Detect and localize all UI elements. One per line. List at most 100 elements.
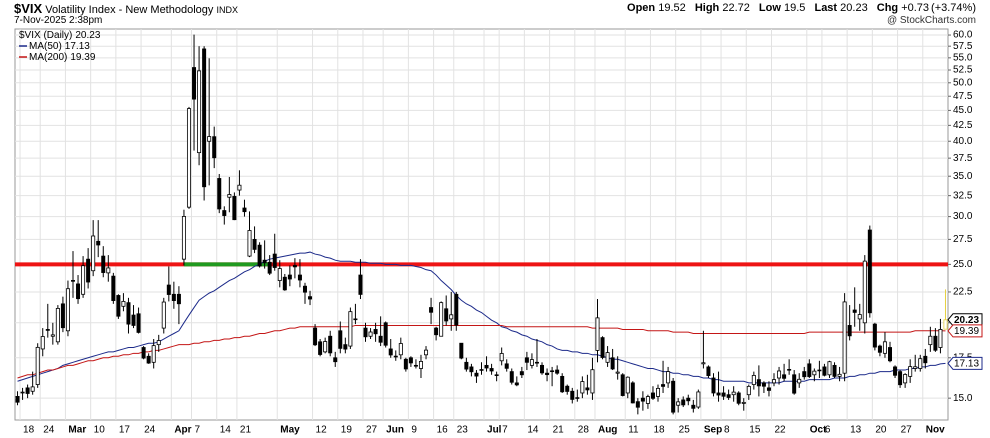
candle-body	[313, 327, 318, 346]
quote-label: Low	[758, 2, 781, 14]
quote-label: High	[694, 2, 720, 14]
candle-body	[424, 349, 429, 356]
candle-body	[615, 371, 620, 374]
candle-body	[630, 382, 635, 404]
candle-body	[469, 366, 474, 373]
quote-value: +0.73	[901, 2, 930, 14]
x-tick-label: 22	[774, 425, 786, 436]
candle-body	[171, 293, 176, 301]
candle-body	[893, 366, 898, 376]
candle-body	[161, 301, 166, 329]
candle-body	[943, 319, 948, 330]
candle-body	[756, 379, 761, 387]
candle-body	[575, 397, 580, 399]
candle-body	[318, 341, 323, 355]
candle-body	[555, 369, 560, 374]
candle-body	[918, 358, 923, 369]
candle-body	[156, 340, 161, 346]
x-tick-label: May	[280, 425, 300, 436]
candle-body	[761, 382, 766, 387]
candle-body	[534, 361, 539, 364]
x-tick-label: 8	[724, 425, 730, 436]
value-tag-label: 20.23	[954, 315, 979, 326]
candle-body	[378, 335, 383, 343]
candle-body	[464, 361, 469, 370]
candle-body	[877, 345, 882, 353]
x-tick-label: 6	[825, 425, 831, 436]
candle-body	[403, 358, 408, 370]
candle-body	[792, 374, 797, 394]
candle-body	[287, 274, 292, 280]
candle-body	[842, 301, 847, 374]
candle-body	[494, 374, 499, 376]
candle-body	[429, 307, 434, 313]
x-tick-label: 13	[850, 425, 862, 436]
candle-body	[888, 347, 893, 362]
candle-body	[650, 392, 655, 399]
candle-body	[933, 335, 938, 351]
quote-label: Open	[627, 2, 656, 14]
legend-name: MA(200)	[29, 52, 67, 63]
x-tick-label: Sep	[704, 425, 722, 436]
x-tick-label: Mar	[68, 425, 86, 436]
candle-body	[565, 385, 570, 392]
candle-body	[837, 373, 842, 377]
candle-body	[408, 357, 413, 364]
value-tag-label: 17.13	[954, 359, 979, 370]
candle-body	[635, 401, 640, 408]
candle-body	[267, 261, 272, 274]
candle-body	[434, 327, 439, 336]
legend-name: $VIX (Daily)	[19, 30, 72, 41]
candle-body	[202, 48, 207, 188]
y-tick-label: 55.0	[953, 52, 973, 63]
x-tick-label: Jul	[487, 425, 502, 436]
candle-body	[540, 364, 545, 374]
legend-value: 17.13	[65, 41, 90, 52]
candle-body	[691, 404, 696, 409]
candle-body	[913, 366, 918, 369]
candle-body	[101, 255, 106, 273]
candle-body	[489, 368, 494, 372]
candle-body	[812, 370, 817, 376]
candle-body	[55, 308, 60, 343]
y-tick-label: 47.5	[953, 91, 973, 102]
candle-body	[40, 336, 45, 350]
ticker: $VIX	[14, 1, 43, 16]
candle-body	[509, 371, 514, 383]
x-tick-label: 12	[316, 425, 328, 436]
legend-entry: MA(200) 19.39	[29, 52, 96, 63]
legend-entry: MA(50) 17.13	[29, 41, 90, 52]
candle-body	[418, 360, 423, 369]
x-tick-label: Aug	[598, 425, 617, 436]
candle-body	[928, 335, 933, 346]
candle-body	[696, 391, 701, 408]
candle-body	[459, 342, 464, 359]
candle-body	[297, 274, 302, 281]
candle-body	[136, 313, 141, 333]
y-tick-label: 25.0	[953, 259, 973, 270]
legend-value: 19.39	[70, 52, 95, 63]
candle-body	[736, 392, 741, 404]
candle-body	[882, 341, 887, 354]
candle-body	[741, 401, 746, 404]
candle-body	[706, 366, 711, 376]
candle-body	[65, 288, 70, 332]
moving-average	[17, 251, 946, 384]
candle-body	[580, 381, 585, 394]
value-tag	[947, 313, 983, 327]
candle-body	[146, 355, 151, 364]
candle-body	[625, 376, 630, 394]
legend-entry: $VIX (Daily) 20.23	[19, 30, 101, 41]
value-tag	[947, 356, 983, 370]
candle-body	[292, 265, 297, 268]
candle-body	[620, 374, 625, 396]
y-tick-label: 32.5	[953, 190, 973, 201]
y-tick-label: 45.0	[953, 105, 973, 116]
subtitle: Volatility Index - New Methodology	[45, 4, 214, 16]
y-tick-label: 50.0	[953, 77, 973, 88]
candle-body	[903, 374, 908, 384]
candle-body	[504, 363, 509, 369]
candle-body	[701, 362, 706, 365]
x-tick-label: 7	[502, 425, 508, 436]
